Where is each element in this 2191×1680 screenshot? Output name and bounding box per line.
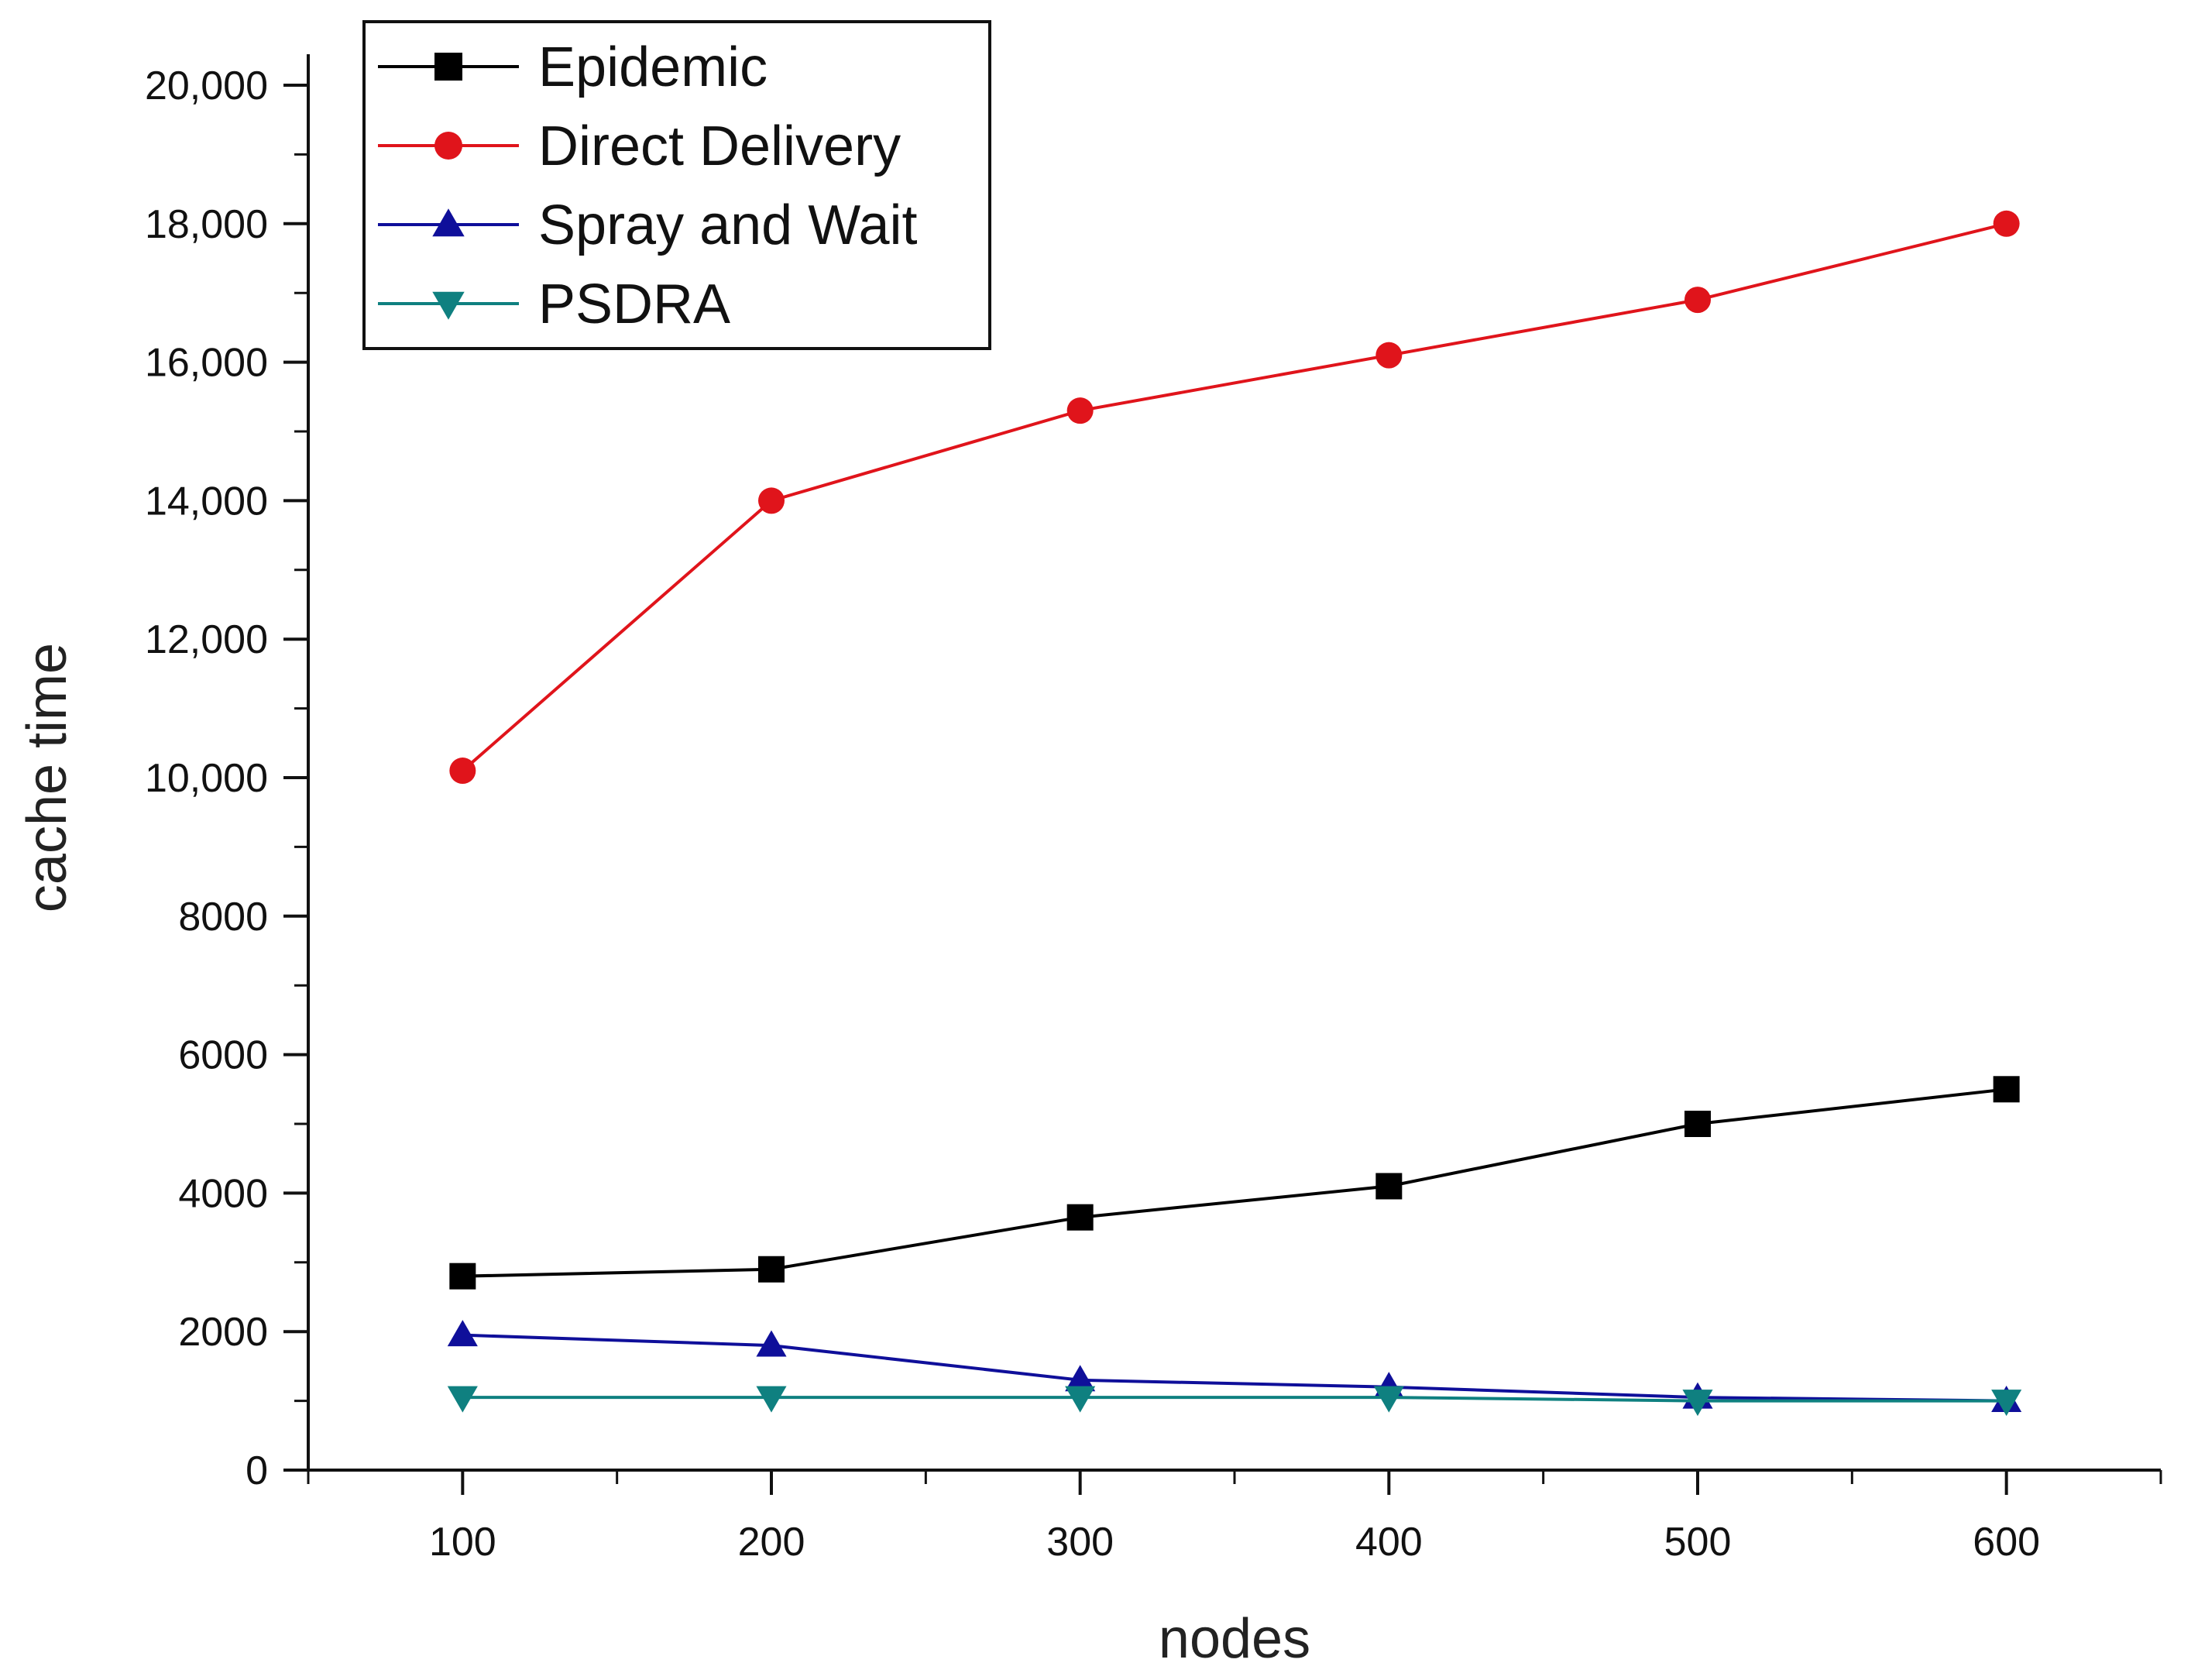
- legend-item: PSDRA: [378, 273, 730, 335]
- data-point: [1066, 1204, 1094, 1231]
- y-tick-label: 12,000: [145, 617, 268, 662]
- series-epidemic: [449, 1076, 2020, 1290]
- x-tick-label: 400: [1355, 1520, 1423, 1565]
- data-point: [1993, 1076, 2020, 1103]
- data-point: [1375, 1173, 1403, 1200]
- data-point: [1375, 342, 1403, 369]
- series-line: [462, 1087, 2007, 1278]
- data-point: [1065, 1386, 1096, 1413]
- data-point: [1684, 287, 1711, 314]
- legend-label: Direct Delivery: [538, 115, 901, 177]
- data-point: [447, 1320, 478, 1347]
- series-line: [462, 222, 2007, 772]
- series-layer: [447, 210, 2022, 1417]
- legend-item: Direct Delivery: [378, 115, 901, 177]
- data-point: [1065, 1365, 1096, 1392]
- data-point: [1991, 1390, 2022, 1417]
- y-tick-label: 2000: [178, 1310, 268, 1355]
- y-tick-label: 6000: [178, 1033, 268, 1078]
- y-tick-label: 8000: [178, 895, 268, 940]
- legend-item: Epidemic: [378, 36, 768, 98]
- legend-label: Epidemic: [538, 36, 768, 98]
- x-axis: 100 200 300 400 500 600: [307, 1470, 2162, 1565]
- data-point: [756, 1330, 787, 1357]
- data-point: [756, 1386, 787, 1413]
- legend: Epidemic Direct Delivery Spray and Wait PSD…: [362, 20, 991, 350]
- series-direct-delivery: [449, 210, 2020, 785]
- series-line: [462, 1333, 2007, 1403]
- data-point: [758, 1256, 785, 1283]
- data-point: [1684, 1111, 1711, 1137]
- y-tick-label: 10,000: [145, 756, 268, 801]
- data-point: [1993, 210, 2020, 237]
- y-tick-label: 14,000: [145, 479, 268, 524]
- data-point: [1066, 397, 1094, 424]
- y-tick-label: 18,000: [145, 202, 268, 247]
- x-tick-label: 300: [1046, 1520, 1114, 1565]
- series-psdra: [447, 1386, 2022, 1417]
- y-tick-label: 4000: [178, 1171, 268, 1216]
- legend-box: [362, 20, 991, 350]
- data-point: [758, 487, 785, 514]
- y-axis: 0 2000 4000 6000 8000 10,000 12,000 14,000 16,00…: [145, 64, 308, 1493]
- x-tick-label: 600: [1973, 1520, 2040, 1565]
- legend-label: PSDRA: [538, 273, 730, 335]
- series-line: [462, 1396, 2007, 1403]
- data-point: [449, 758, 476, 785]
- legend-item: Spray and Wait: [378, 194, 918, 256]
- x-tick-label: 200: [738, 1520, 805, 1565]
- data-point: [1373, 1386, 1404, 1413]
- legend-marker: [432, 291, 465, 320]
- x-tick-label: 500: [1664, 1520, 1732, 1565]
- legend-marker: [432, 208, 465, 237]
- y-tick-label: 16,000: [145, 341, 268, 386]
- legend-marker: [434, 53, 462, 81]
- data-point: [449, 1263, 476, 1290]
- y-tick-label: 20,000: [145, 64, 268, 108]
- x-tick-label: 100: [429, 1520, 496, 1565]
- data-point: [1682, 1390, 1713, 1417]
- legend-label: Spray and Wait: [538, 194, 918, 256]
- y-tick-label: 0: [246, 1448, 268, 1493]
- data-point: [447, 1386, 478, 1413]
- legend-marker: [434, 132, 462, 160]
- y-axis-title: cache time: [16, 643, 78, 912]
- x-axis-title: nodes: [1159, 1608, 1310, 1670]
